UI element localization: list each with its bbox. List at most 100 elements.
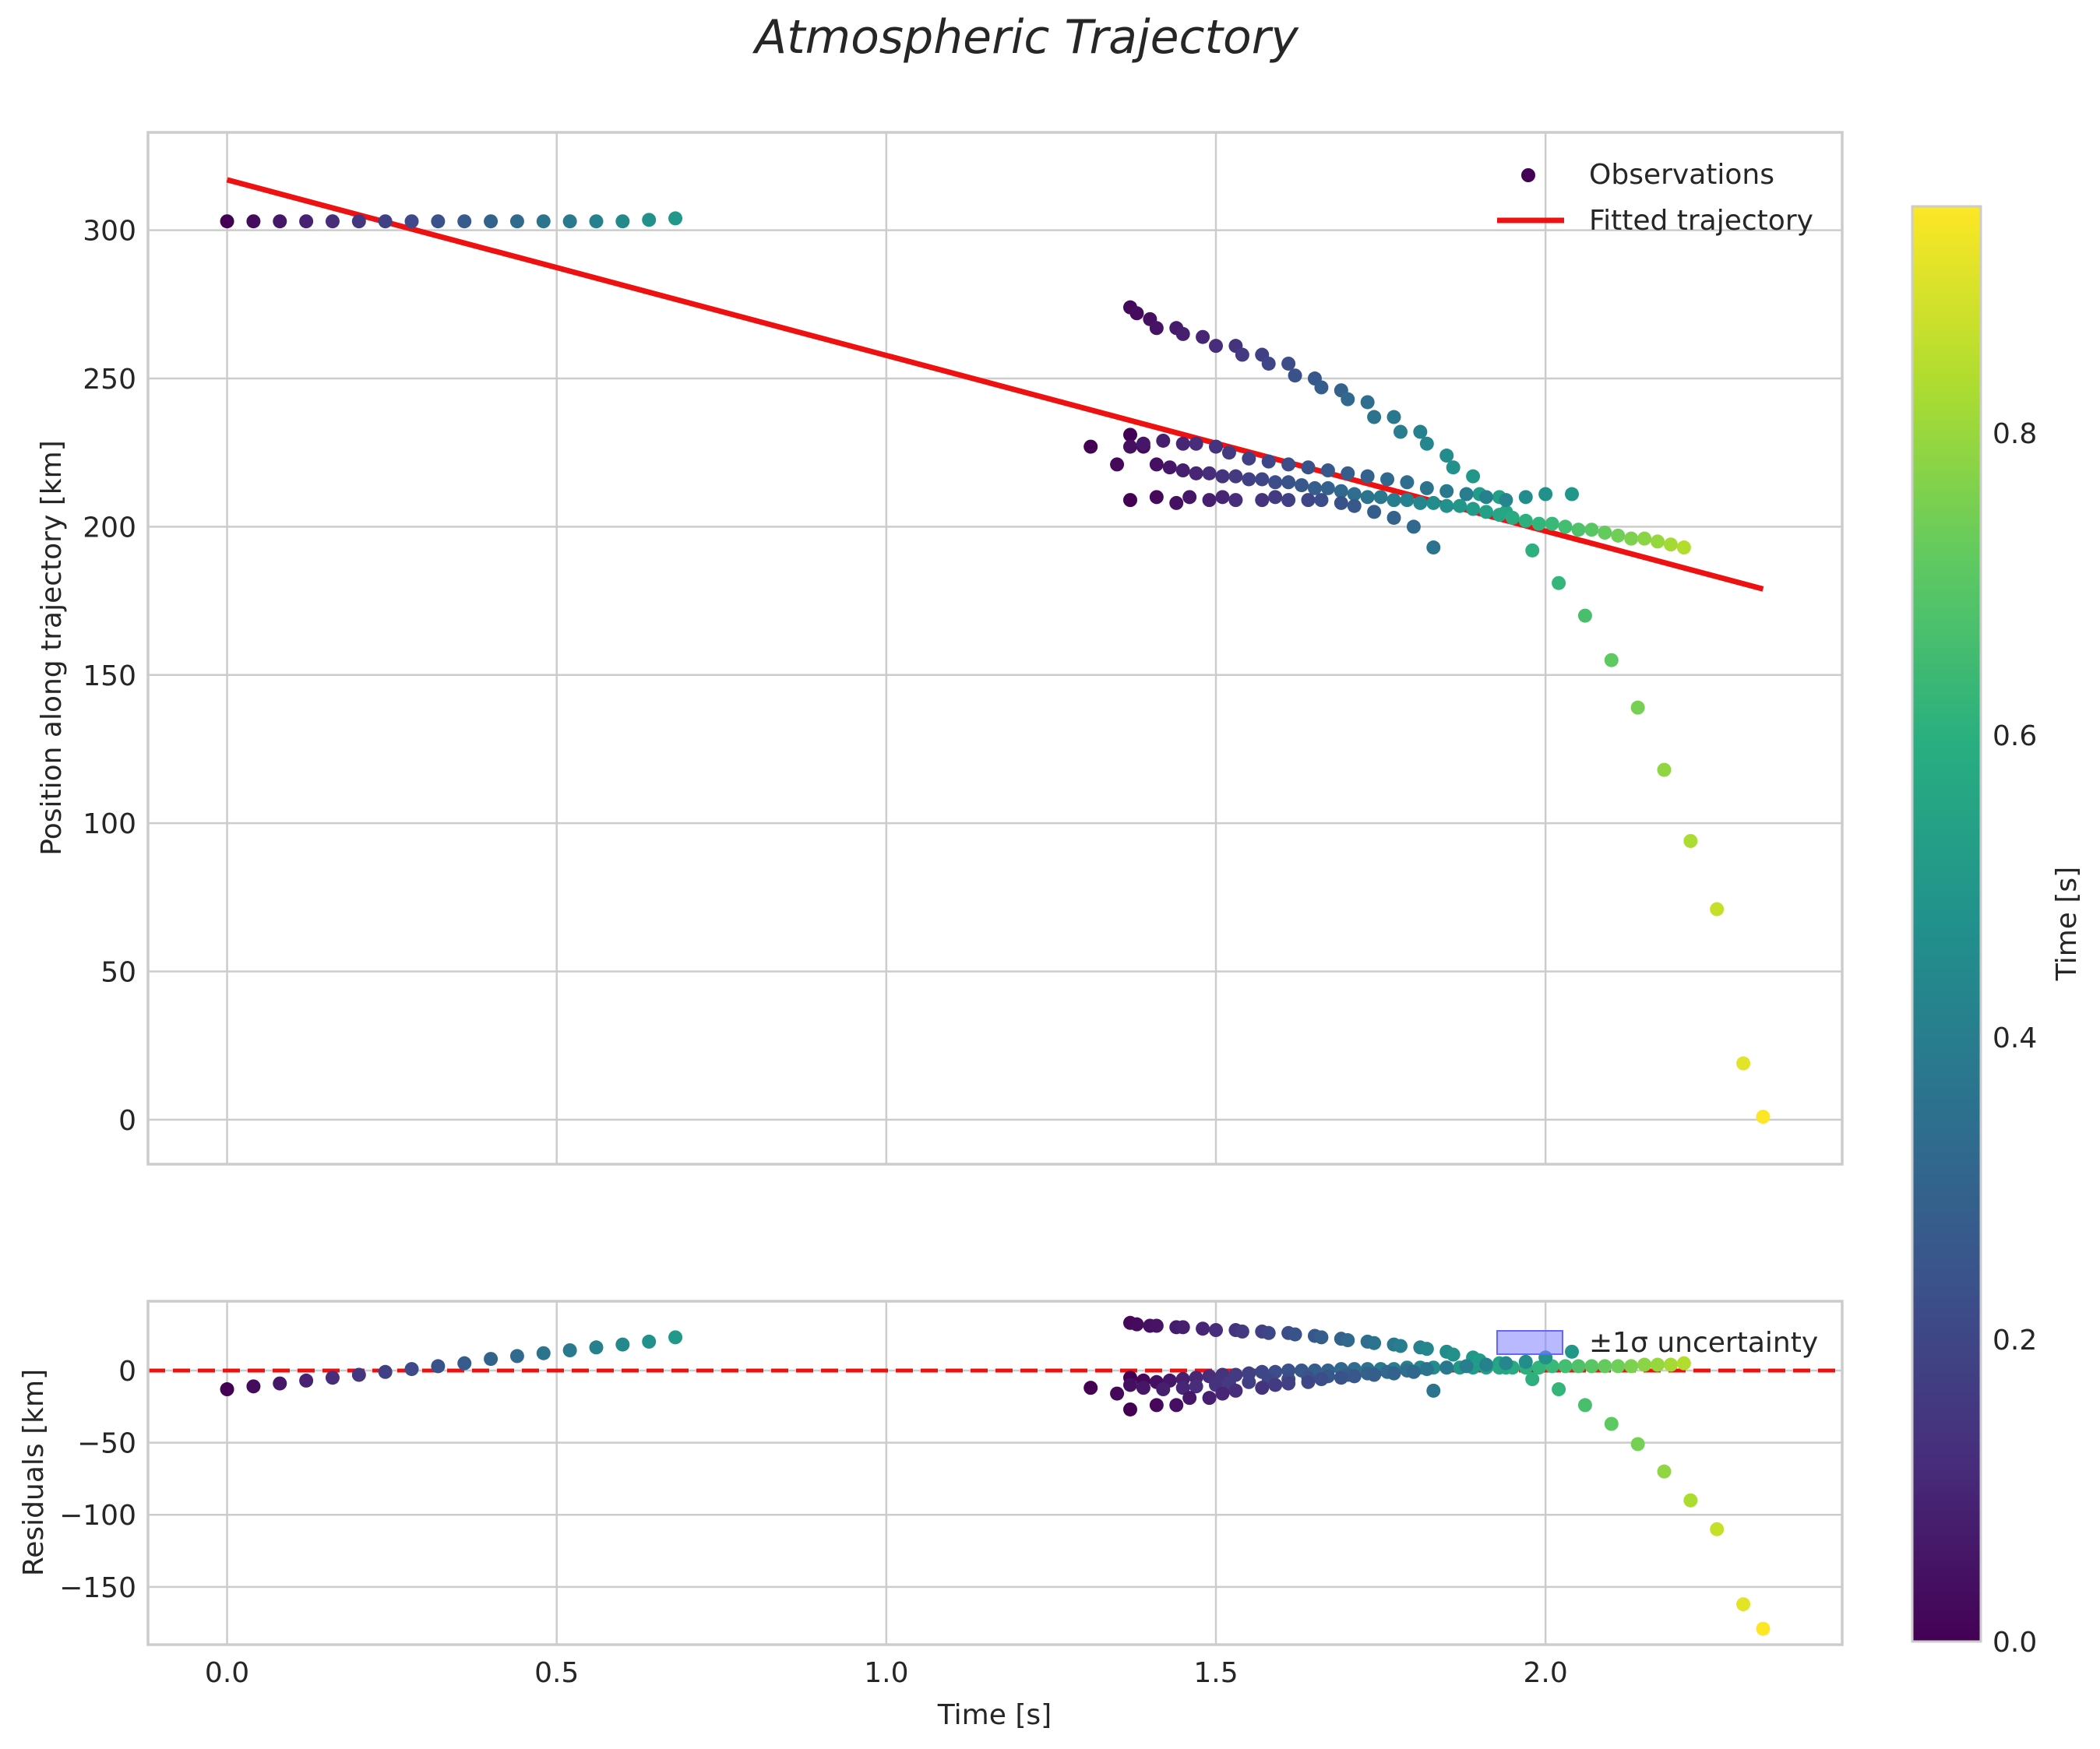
- x-axis-label: Time [s]: [937, 1699, 1052, 1731]
- observation-point: [1221, 445, 1236, 460]
- observation-point: [404, 214, 419, 229]
- observation-point: [1175, 326, 1190, 341]
- observation-point: [1235, 347, 1249, 362]
- observation-point: [1393, 424, 1408, 439]
- residual-point: [1657, 1464, 1672, 1479]
- main-y-tick-label: 150: [83, 660, 136, 692]
- observation-point: [1255, 472, 1270, 487]
- observation-point: [1531, 516, 1546, 531]
- residual-point: [1228, 1383, 1243, 1398]
- observation-point: [1360, 395, 1375, 410]
- legend-observations-marker: [1521, 168, 1535, 182]
- observation-point: [1630, 700, 1645, 715]
- observation-point: [1558, 519, 1573, 534]
- main-observation-points: [220, 211, 1771, 1124]
- res-y-tick-label: −50: [77, 1428, 136, 1460]
- observation-point: [1110, 457, 1125, 472]
- observation-point: [1083, 439, 1098, 454]
- colorbar-label: Time [s]: [2051, 867, 2083, 981]
- observation-point: [1426, 495, 1441, 510]
- main-plot-area: [148, 132, 1842, 1164]
- main-panel: 0 50 100 150 200 250 300 Position along trajec…: [36, 131, 1844, 1166]
- residual-point: [1525, 1372, 1540, 1387]
- observation-point: [1552, 575, 1566, 590]
- observation-point: [1637, 531, 1652, 546]
- observation-point: [1288, 368, 1302, 383]
- observation-point: [1663, 537, 1678, 552]
- observation-point: [1406, 519, 1421, 534]
- observation-point: [1268, 490, 1283, 505]
- observation-point: [1386, 493, 1401, 508]
- observation-point: [1367, 410, 1382, 424]
- residual-point: [1314, 1330, 1329, 1345]
- residual-point: [1736, 1597, 1751, 1612]
- observation-point: [1281, 457, 1296, 472]
- colorbar-tick-label: 0.0: [1993, 1627, 2037, 1659]
- main-y-tick-label: 300: [83, 216, 136, 248]
- residual-point: [431, 1359, 446, 1374]
- observation-point: [1261, 356, 1276, 371]
- observation-point: [1320, 463, 1335, 478]
- residual-point: [1419, 1342, 1434, 1357]
- colorbar-gradient: [1911, 205, 1982, 1643]
- observation-point: [1255, 493, 1270, 508]
- observation-point: [1400, 475, 1415, 490]
- observation-point: [1413, 424, 1428, 439]
- x-tick-label: 0.5: [534, 1657, 579, 1689]
- observation-point: [1281, 356, 1296, 371]
- residual-point: [484, 1352, 499, 1367]
- res-y-tick-label: 0: [118, 1356, 136, 1388]
- observation-point: [1446, 460, 1460, 475]
- residual-point: [1604, 1416, 1619, 1431]
- observation-point: [1215, 490, 1230, 505]
- observation-point: [1334, 484, 1348, 498]
- observation-point: [1307, 480, 1322, 495]
- main-y-tick-label: 200: [83, 512, 136, 544]
- observation-point: [1129, 306, 1144, 321]
- observation-point: [1215, 469, 1230, 484]
- residual-point: [1518, 1354, 1533, 1369]
- residual-point: [1577, 1398, 1592, 1413]
- observation-point: [1584, 523, 1599, 537]
- observation-point: [378, 214, 393, 229]
- observation-point: [1122, 493, 1137, 508]
- x-tick-label: 1.5: [1193, 1657, 1238, 1689]
- residual-point: [1598, 1359, 1612, 1374]
- residual-point: [1565, 1344, 1580, 1359]
- observation-point: [536, 214, 551, 229]
- observation-point: [1295, 478, 1309, 493]
- observation-point: [1209, 339, 1224, 354]
- observation-point: [1149, 321, 1164, 336]
- observation-point: [1756, 1110, 1771, 1124]
- residual-point: [299, 1373, 314, 1388]
- residual-point: [668, 1330, 683, 1345]
- observation-point: [351, 214, 366, 229]
- residual-point: [1314, 1372, 1329, 1387]
- residual-point: [1235, 1324, 1249, 1339]
- residual-point: [220, 1382, 234, 1397]
- x-tick-label: 1.0: [864, 1657, 908, 1689]
- observation-point: [1196, 329, 1210, 344]
- residual-point: [1209, 1323, 1224, 1338]
- main-y-tick-label: 50: [100, 957, 136, 989]
- main-y-tick-label: 250: [83, 364, 136, 396]
- x-tick-label: 2.0: [1524, 1657, 1568, 1689]
- residual-point: [1683, 1493, 1698, 1508]
- observation-point: [1380, 472, 1395, 487]
- residual-point: [1196, 1321, 1210, 1336]
- observation-point: [1499, 493, 1513, 508]
- observation-point: [1156, 433, 1171, 448]
- observation-point: [1261, 454, 1276, 469]
- residual-point: [1571, 1359, 1586, 1374]
- observation-point: [589, 214, 604, 229]
- residual-point: [1347, 1369, 1362, 1384]
- observation-point: [1386, 410, 1401, 424]
- residual-point: [1136, 1381, 1150, 1395]
- residual-point: [1242, 1374, 1256, 1389]
- observation-point: [1676, 540, 1691, 555]
- observation-point: [1386, 510, 1401, 525]
- observation-point: [1577, 608, 1592, 623]
- observation-point: [1651, 534, 1665, 549]
- observation-point: [1202, 466, 1217, 480]
